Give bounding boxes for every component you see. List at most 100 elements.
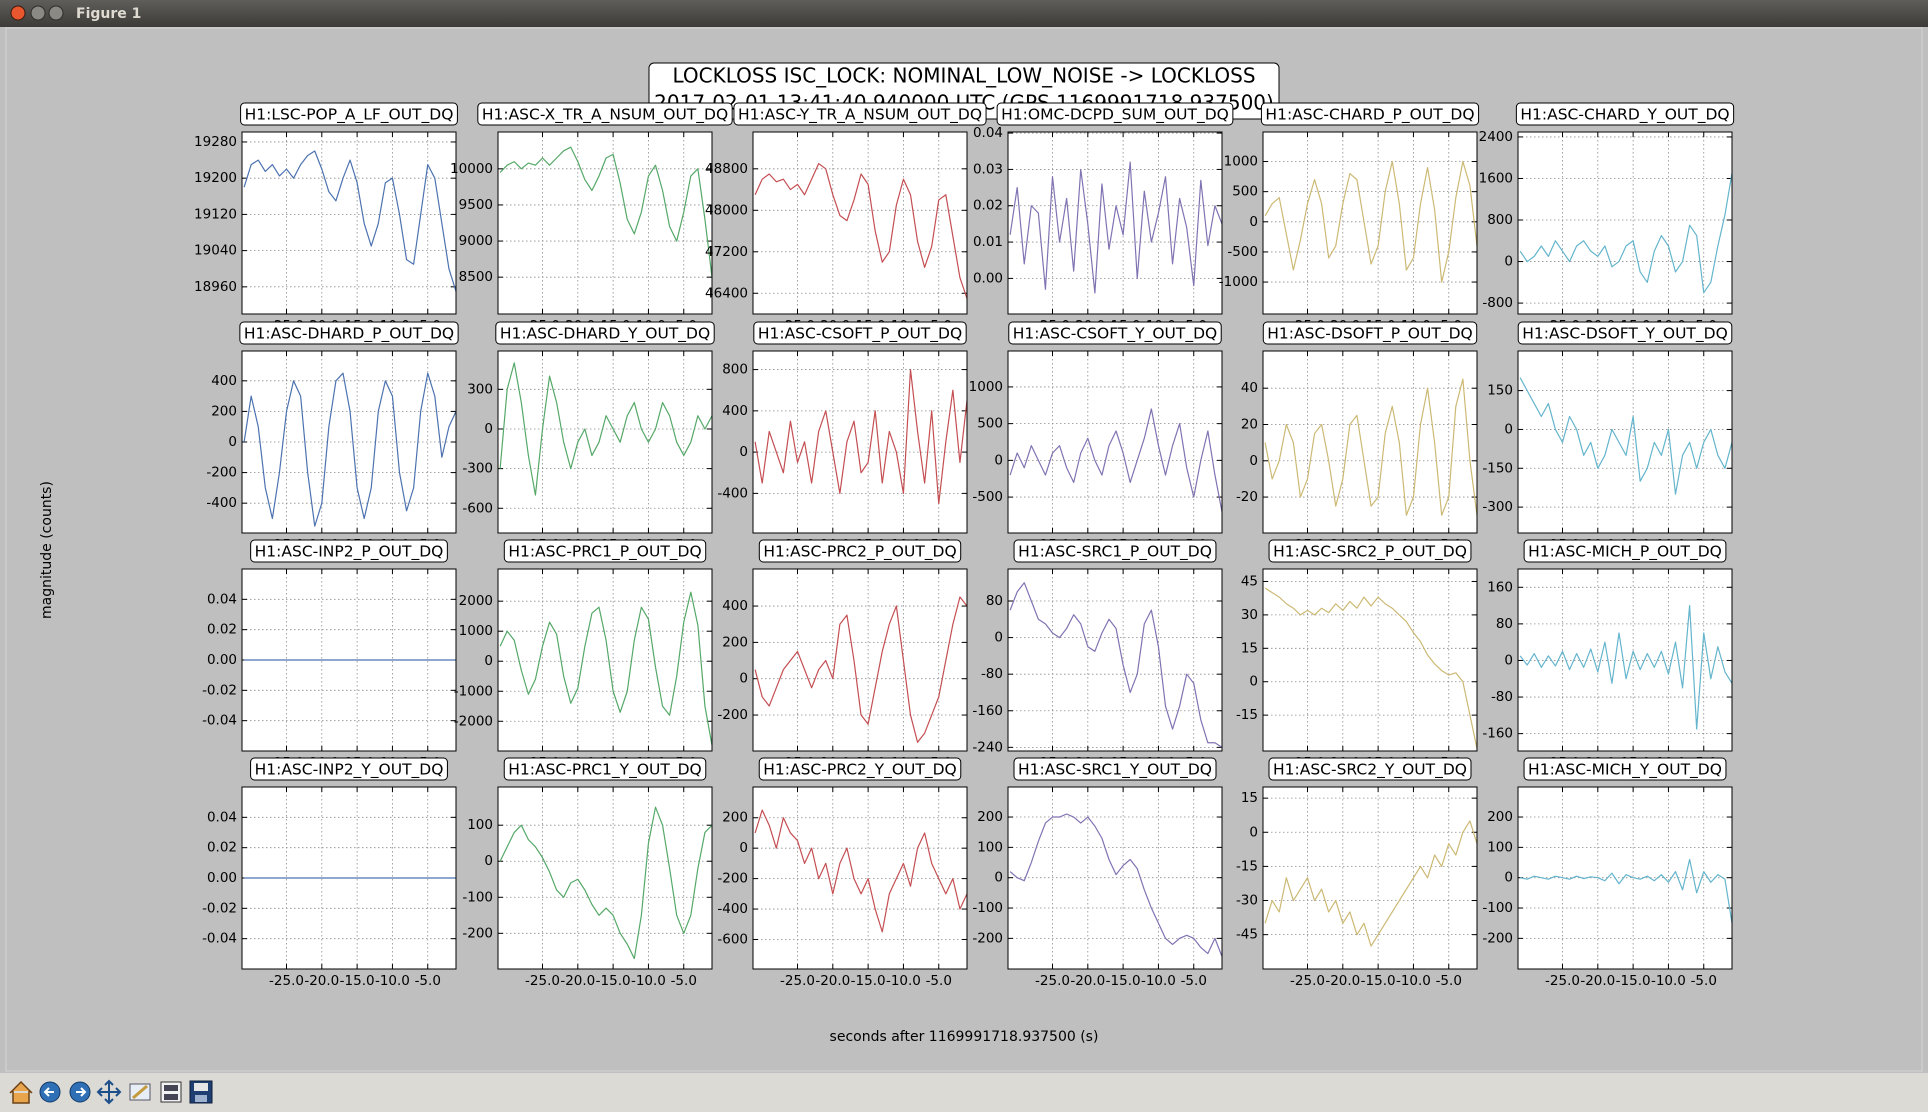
subplot: -0.04-0.020.000.020.04-25.0-20.0-15.0-10… [202,568,457,771]
axes-background [1518,787,1732,969]
y-tick-label: 19040 [194,243,237,259]
subplot-title: H1:ASC-INP2_Y_OUT_DQ [255,761,444,780]
y-tick-label: 1000 [969,379,1003,395]
axes-frame [1517,131,1733,315]
y-tick-label: 8500 [459,269,493,285]
y-tick-label: 0 [484,421,493,437]
axes-frame [1517,786,1733,970]
y-tick-label: 9500 [459,197,493,213]
y-tick-label: -15 [1236,858,1258,874]
y-tick-label: 80 [986,593,1003,609]
data-line [754,596,967,743]
axes-frame [1517,350,1733,534]
subplot-title-group: H1:ASC-CSOFT_Y_OUT_DQ [1008,321,1222,345]
title-box [503,757,707,781]
x-tick-label: -25.0 [780,973,815,989]
axes-background [753,351,967,533]
subplot-title: H1:LSC-POP_A_LF_OUT_DQ [245,106,454,125]
y-tick-label: 0 [994,870,1003,886]
close-button[interactable] [10,5,26,21]
y-tick-label: 1000 [1224,154,1258,170]
forward-button[interactable] [69,1081,91,1103]
data-line [243,372,456,527]
y-tick-label: -200 [462,925,493,941]
y-tick-label: -200 [717,707,748,723]
axes-frame [497,131,713,315]
subplot-title: H1:ASC-PRC2_Y_OUT_DQ [763,761,957,780]
y-tick-label: 400 [211,373,237,389]
subplot-title: H1:ASC-MICH_P_OUT_DQ [1528,543,1722,562]
subplot-title-group: H1:ASC-DSOFT_P_OUT_DQ [1262,321,1478,345]
subplot-title-group: H1:ASC-SRC2_P_OUT_DQ [1268,539,1472,563]
title-box [1517,321,1733,345]
axes-frame [1007,786,1223,970]
subplots-button[interactable] [160,1081,182,1103]
title-box [758,757,962,781]
y-tick-label: -600 [717,931,748,947]
title-box [1268,757,1472,781]
y-tick-label: -1000 [454,683,493,699]
subplot-title-group: H1:ASC-DHARD_P_OUT_DQ [239,321,459,345]
y-tick-label: 400 [722,403,748,419]
title-box [250,539,448,563]
x-tick-label: -5.0 [1181,973,1207,989]
y-tick-label: 20 [1241,416,1258,432]
y-tick-label: 0 [484,853,493,869]
x-tick-label: -5.0 [1691,973,1717,989]
title-box [1515,102,1735,126]
x-tick-label: -20.0 [1325,973,1360,989]
x-tick-label: -10.0 [375,973,410,989]
x-tick-label: -5.0 [1436,973,1462,989]
title-box [1008,321,1222,345]
axes-frame [241,131,457,315]
axes-frame [497,786,713,970]
minimize-button[interactable] [30,5,46,21]
zoom-button[interactable] [129,1083,151,1101]
y-tick-label: -0.02 [202,682,237,698]
title-box [1260,102,1480,126]
pan-button[interactable] [96,1079,122,1105]
axes-frame [1262,786,1478,970]
y-tick-label: -200 [717,871,748,887]
y-tick-label: -0.04 [202,713,237,729]
axes-background [1008,351,1222,533]
y-tick-label: 100 [467,817,493,833]
x-tick-label: -10.0 [631,973,666,989]
axes-background [498,787,712,969]
axes-background [498,351,712,533]
data-line [1009,408,1222,512]
y-tick-label: 150 [1487,383,1513,399]
y-tick-label: 300 [467,381,493,397]
y-tick-label: 30 [1241,607,1258,623]
axes-background [753,787,967,969]
save-button[interactable] [189,1080,213,1104]
y-tick-label: -400 [206,495,237,511]
maximize-button[interactable] [48,5,64,21]
axes-background [753,569,967,751]
data-line [1264,160,1477,283]
title-box [477,102,733,126]
x-tick-label: -15.0 [1106,973,1141,989]
axes-frame [1007,350,1223,534]
back-button[interactable] [39,1081,61,1103]
subplot-title: H1:ASC-CSOFT_P_OUT_DQ [758,325,962,344]
subplot-title-group: H1:ASC-PRC1_P_OUT_DQ [503,539,707,563]
axes-background [1263,787,1477,969]
subplot-title-group: H1:ASC-SRC2_Y_OUT_DQ [1268,757,1472,781]
axes-frame [752,350,968,534]
subplot-title: H1:ASC-CHARD_Y_OUT_DQ [1520,106,1729,125]
subplot-title: H1:OMC-DCPD_SUM_OUT_DQ [1001,106,1229,125]
x-tick-label: -20.0 [1070,973,1105,989]
subplot-title-group: H1:ASC-PRC1_Y_OUT_DQ [503,757,707,781]
subplot-title: H1:ASC-CSOFT_Y_OUT_DQ [1013,325,1217,344]
data-line [499,362,712,496]
subplot-title-group: H1:ASC-INP2_Y_OUT_DQ [250,757,448,781]
subplot-title: H1:ASC-SRC1_Y_OUT_DQ [1018,761,1212,780]
y-tick-label: -30 [1236,893,1258,909]
home-button[interactable] [9,1080,33,1104]
data-line [754,809,967,933]
